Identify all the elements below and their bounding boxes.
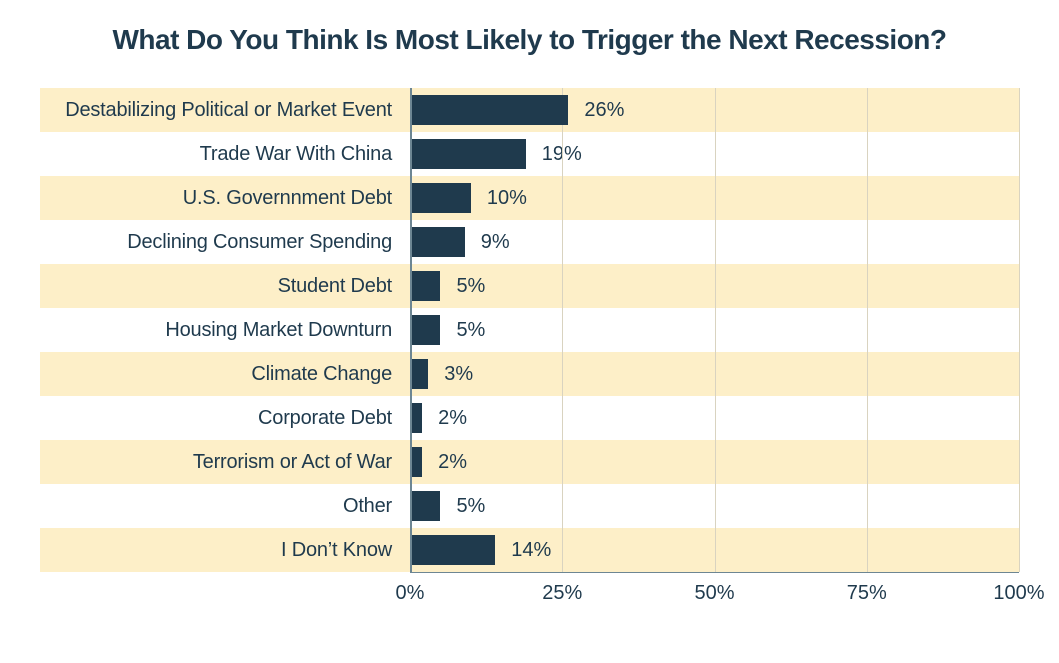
bar — [410, 183, 471, 213]
category-label: Trade War With China — [40, 143, 410, 166]
x-tick-label: 50% — [694, 582, 734, 605]
bar-value-label: 5% — [456, 495, 485, 518]
x-tick-label: 100% — [993, 582, 1044, 605]
chart-row: Housing Market Downturn 5% — [40, 308, 1019, 352]
bar-value-label: 10% — [487, 187, 527, 210]
chart-title: What Do You Think Is Most Likely to Trig… — [0, 0, 1059, 68]
bar — [410, 535, 495, 565]
chart-rows: Destabilizing Political or Market Event 2… — [40, 88, 1019, 572]
chart-row: Terrorism or Act of War 2% — [40, 440, 1019, 484]
bar — [410, 359, 428, 389]
category-label: Climate Change — [40, 363, 410, 386]
bar — [410, 227, 465, 257]
bar — [410, 139, 526, 169]
chart-area: Destabilizing Political or Market Event 2… — [40, 88, 1019, 608]
category-label: Terrorism or Act of War — [40, 451, 410, 474]
gridline — [867, 88, 868, 572]
chart-row: U.S. Governnment Debt 10% — [40, 176, 1019, 220]
bar — [410, 491, 440, 521]
x-tick-label: 25% — [542, 582, 582, 605]
chart-row: Climate Change 3% — [40, 352, 1019, 396]
bar-value-label: 14% — [511, 539, 551, 562]
chart-row: Destabilizing Political or Market Event 2… — [40, 88, 1019, 132]
chart-row: Student Debt 5% — [40, 264, 1019, 308]
bar-value-label: 2% — [438, 451, 467, 474]
bar-value-label: 26% — [584, 99, 624, 122]
chart-row: Other 5% — [40, 484, 1019, 528]
chart-row: Declining Consumer Spending 9% — [40, 220, 1019, 264]
category-label: U.S. Governnment Debt — [40, 187, 410, 210]
category-label: Housing Market Downturn — [40, 319, 410, 342]
y-axis-line — [410, 88, 412, 572]
bar-value-label: 5% — [456, 275, 485, 298]
category-label: Destabilizing Political or Market Event — [40, 99, 410, 122]
chart-row: I Don’t Know 14% — [40, 528, 1019, 572]
bar — [410, 95, 568, 125]
gridline — [562, 88, 563, 572]
x-tick-label: 0% — [396, 582, 425, 605]
chart-row: Trade War With China19% — [40, 132, 1019, 176]
bar-value-label: 3% — [444, 363, 473, 386]
chart-row: Corporate Debt 2% — [40, 396, 1019, 440]
bar — [410, 315, 440, 345]
bar — [410, 271, 440, 301]
category-label: Declining Consumer Spending — [40, 231, 410, 254]
bar-value-label: 2% — [438, 407, 467, 430]
gridline — [1019, 88, 1020, 572]
x-tick-label: 75% — [847, 582, 887, 605]
x-axis-line — [410, 572, 1019, 573]
bar-value-label: 5% — [456, 319, 485, 342]
category-label: I Don’t Know — [40, 539, 410, 562]
gridline — [715, 88, 716, 572]
category-label: Student Debt — [40, 275, 410, 298]
bar-value-label: 9% — [481, 231, 510, 254]
category-label: Corporate Debt — [40, 407, 410, 430]
category-label: Other — [40, 495, 410, 518]
